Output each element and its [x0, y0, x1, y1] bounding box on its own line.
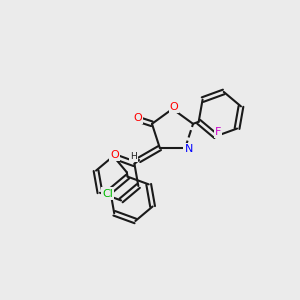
Text: Cl: Cl	[102, 188, 113, 199]
Text: O: O	[169, 101, 178, 112]
Text: O: O	[133, 113, 142, 123]
Text: F: F	[215, 127, 221, 137]
Text: O: O	[110, 150, 119, 160]
Text: H: H	[130, 152, 137, 161]
Text: N: N	[184, 145, 193, 154]
